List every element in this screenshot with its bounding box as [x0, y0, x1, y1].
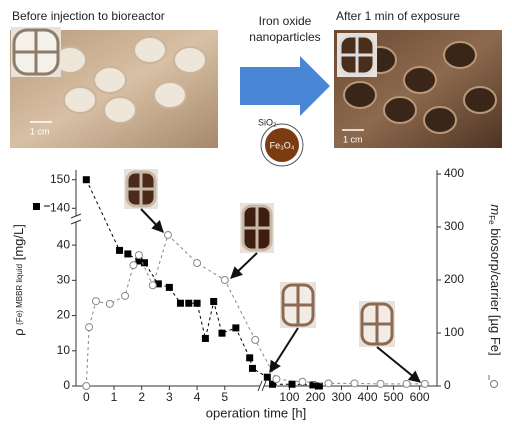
- x-axis-label: operation time [h]: [206, 405, 306, 420]
- data-point: [249, 365, 256, 372]
- data-point: [83, 383, 90, 390]
- y-label-part: [mg/L]: [11, 224, 26, 260]
- legend-square: [33, 203, 40, 210]
- carrier-bg: [464, 87, 496, 113]
- y-tick-label: 30: [57, 273, 71, 287]
- x-tick-label: 500: [384, 390, 404, 404]
- y-tick-label: 20: [57, 308, 71, 322]
- data-point: [421, 380, 428, 387]
- x-tick-label: 0: [83, 390, 90, 404]
- data-point: [106, 300, 113, 307]
- y2-tick-label: 400: [444, 166, 464, 180]
- y2-tick-label: 200: [444, 272, 464, 286]
- y-tick-label: 10: [57, 343, 71, 357]
- data-point: [83, 176, 90, 183]
- x-tick-label: 3: [166, 390, 173, 404]
- y2-label-part: m: [488, 204, 503, 215]
- carrier-bg: [444, 42, 476, 68]
- y-label-part: (Fe) MBBR liquid: [15, 264, 24, 325]
- data-point: [351, 380, 358, 387]
- data-point: [166, 284, 173, 291]
- data-point: [246, 354, 253, 361]
- panel-title: Before injection to bioreactor: [12, 9, 165, 23]
- x-tick-label: 400: [358, 390, 378, 404]
- scale-label: 1 cm: [343, 134, 363, 144]
- x-tick-label: 4: [194, 390, 201, 404]
- data-point: [124, 250, 131, 257]
- y2-label-part: Fe: [487, 215, 496, 225]
- data-point: [93, 298, 100, 305]
- y2-label-part: biosorp/carrier [µg Fe]: [488, 228, 503, 355]
- carrier-bg: [404, 67, 436, 93]
- data-point: [299, 378, 306, 385]
- data-point: [232, 324, 239, 331]
- data-point: [135, 252, 142, 259]
- data-point: [316, 383, 323, 390]
- panel-title: After 1 min of exposure: [336, 9, 460, 23]
- x-tick-label: 1: [111, 390, 118, 404]
- data-point: [273, 376, 280, 383]
- data-point: [194, 300, 201, 307]
- data-point: [177, 300, 184, 307]
- data-point: [122, 292, 129, 299]
- carrier-bg: [154, 82, 186, 108]
- pointer: [270, 328, 298, 372]
- carrier-bg: [424, 107, 456, 133]
- data-point: [403, 380, 410, 387]
- y2-axis-label: mFe biosorp/carrier [µg Fe]: [485, 204, 503, 355]
- y2-tick-label: 100: [444, 325, 464, 339]
- figure: Before injection to bioreactor 1 cm Iron…: [0, 0, 512, 424]
- data-point: [377, 380, 384, 387]
- data-point: [289, 381, 296, 388]
- x-tick-label: 300: [331, 390, 351, 404]
- axis-break: [71, 214, 81, 224]
- carrier-bg: [384, 97, 416, 123]
- y-tick-label: 150: [50, 172, 70, 186]
- arrow-label: Iron oxide: [259, 14, 312, 28]
- carrier-bg: [94, 67, 126, 93]
- y-tick-label: 140: [50, 200, 70, 214]
- data-point: [194, 260, 201, 267]
- x-tick-label: 100: [279, 390, 299, 404]
- core-label: Fe₃O₄: [270, 140, 295, 150]
- data-point: [86, 324, 93, 331]
- pointer: [141, 209, 163, 232]
- y-label-part: ρ: [11, 328, 26, 335]
- data-point: [165, 231, 172, 238]
- data-point: [149, 282, 156, 289]
- data-point: [219, 330, 226, 337]
- data-point: [210, 298, 217, 305]
- carrier-bg: [344, 82, 376, 108]
- shell-label: SiO₂: [258, 117, 277, 127]
- data-point: [202, 335, 209, 342]
- x-tick-label: 5: [221, 390, 228, 404]
- x-tick-label: 2: [138, 390, 145, 404]
- data-point: [116, 247, 123, 254]
- y-tick-label: 0: [63, 378, 70, 392]
- legend-circle: [491, 381, 498, 388]
- carrier-bg: [174, 47, 206, 73]
- pointer: [377, 347, 420, 382]
- y2-tick-label: 300: [444, 219, 464, 233]
- y-tick-label: 40: [57, 237, 71, 251]
- carrier-bg: [64, 87, 96, 113]
- scale-label: 1 cm: [30, 126, 50, 136]
- arrow: [240, 56, 330, 116]
- carrier-bg: [104, 97, 136, 123]
- data-point: [252, 336, 259, 343]
- y-axis-label: ρ (Fe) MBBR liquid [mg/L]: [11, 224, 26, 336]
- pointer: [231, 253, 257, 278]
- data-point: [264, 374, 271, 381]
- x-tick-label: 600: [410, 390, 430, 404]
- data-point: [130, 262, 137, 269]
- data-point: [185, 300, 192, 307]
- arrow-label: nanoparticles: [249, 30, 320, 44]
- carrier-bg: [134, 37, 166, 63]
- data-point: [325, 380, 332, 387]
- data-point: [221, 277, 228, 284]
- y2-tick-label: 0: [444, 378, 451, 392]
- x-tick-label: 200: [305, 390, 325, 404]
